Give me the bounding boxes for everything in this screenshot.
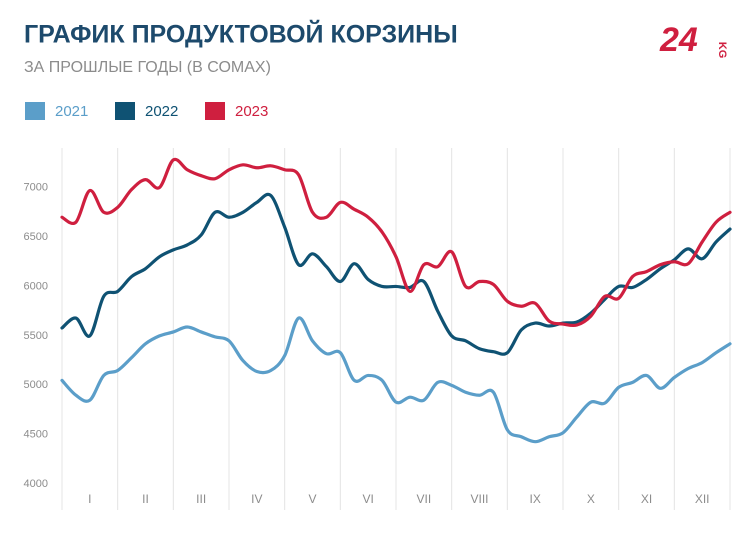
series-line [60, 316, 732, 444]
y-tick-label: 6000 [24, 280, 48, 292]
x-tick-label: II [142, 492, 149, 506]
y-tick-label: 6500 [24, 231, 48, 243]
legend-label: 2023 [235, 103, 268, 120]
legend-label: 2021 [55, 103, 88, 120]
logo-number: 24 [659, 21, 698, 59]
y-tick-label: 7000 [24, 181, 48, 193]
x-tick-label: VII [416, 492, 431, 506]
legend-swatch [115, 102, 135, 120]
legend-swatch [205, 102, 225, 120]
chart-subtitle: ЗА ПРОШЛЫЕ ГОДЫ (В СОМАХ) [24, 59, 271, 76]
logo-suffix: KG [716, 42, 728, 59]
legend-swatch [25, 102, 45, 120]
x-tick-label: X [587, 492, 595, 506]
legend-label: 2022 [145, 103, 178, 120]
x-tick-label: IV [251, 492, 262, 506]
y-tick-label: 5000 [24, 379, 48, 391]
chart-title: ГРАФИК ПРОДУКТОВОЙ КОРЗИНЫ [24, 19, 458, 49]
x-tick-label: I [88, 492, 91, 506]
series-line [60, 157, 732, 328]
x-tick-label: XII [695, 492, 710, 506]
y-tick-label: 4000 [24, 478, 48, 490]
x-tick-label: VI [362, 492, 373, 506]
x-tick-label: V [308, 492, 316, 506]
x-tick-label: VIII [470, 492, 488, 506]
x-tick-label: XI [641, 492, 652, 506]
y-tick-label: 5500 [24, 330, 48, 342]
series-line [60, 192, 732, 356]
x-tick-label: IX [529, 492, 540, 506]
x-tick-label: III [196, 492, 206, 506]
y-tick-label: 4500 [24, 429, 48, 441]
